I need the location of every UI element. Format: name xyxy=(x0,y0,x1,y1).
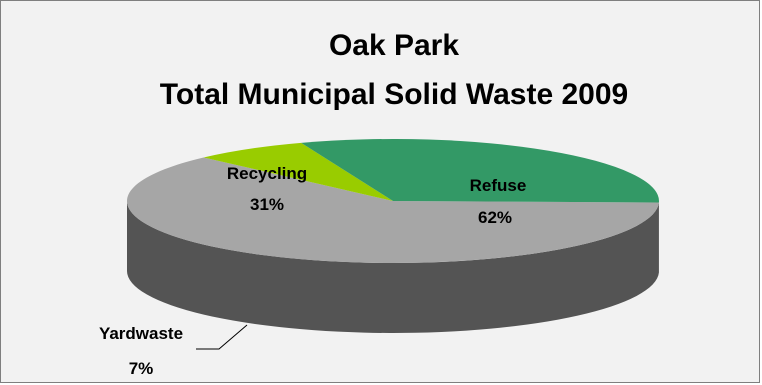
pie-slice-yardwaste xyxy=(203,142,393,201)
pie-slice-refuse xyxy=(127,157,659,263)
chart-title-line-1: Oak Park xyxy=(329,29,459,62)
label-refuse-value: 62% xyxy=(478,208,512,227)
label-recycling-name: Recycling xyxy=(227,164,307,183)
yardwaste-leader-line xyxy=(196,324,248,350)
pie-slice-recycling xyxy=(301,139,659,203)
pie-slices xyxy=(127,139,659,263)
label-yardwaste-value: 7% xyxy=(129,359,154,378)
label-refuse-name: Refuse xyxy=(470,176,527,195)
pie-side-refuse xyxy=(127,201,659,334)
label-yardwaste-name: Yardwaste xyxy=(99,324,183,343)
label-recycling-value: 31% xyxy=(250,195,284,214)
pie-3d-sides xyxy=(127,201,659,334)
chart-title-line-2: Total Municipal Solid Waste 2009 xyxy=(160,78,628,111)
